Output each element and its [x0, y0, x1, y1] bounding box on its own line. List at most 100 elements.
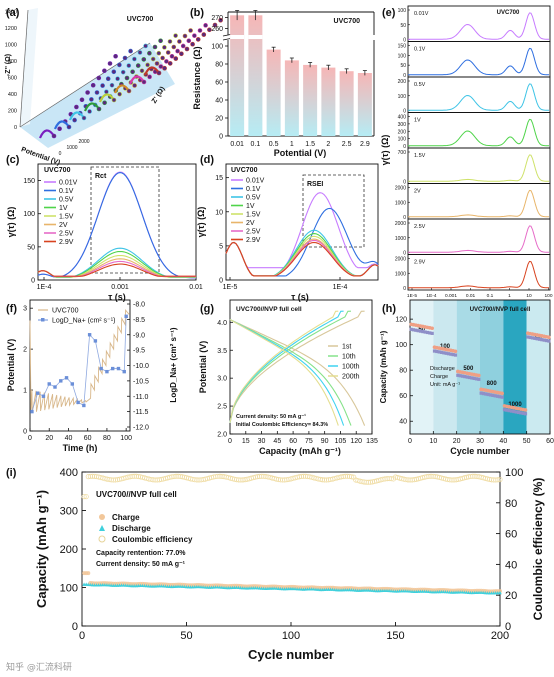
- charge-point: [477, 373, 481, 378]
- y-tick-label: 80: [215, 62, 223, 69]
- data-point: [169, 53, 175, 59]
- y-tick-label: 0: [23, 429, 27, 436]
- bar: [357, 73, 372, 136]
- x-tick-label: 30: [258, 438, 266, 445]
- data-point: [173, 56, 179, 61]
- x-tick-label: 30: [476, 438, 484, 445]
- panel-label-c: (c): [6, 154, 20, 166]
- y-axis-title: Capacity (mAh g⁻¹): [34, 490, 49, 608]
- series-line: [225, 241, 379, 277]
- discharge-point: [465, 375, 469, 379]
- logd-point: [41, 394, 46, 398]
- rate-band: [503, 300, 527, 434]
- x-tick-label: 50: [523, 438, 531, 445]
- data-point: [156, 70, 162, 76]
- y-tick-label: 100: [398, 137, 407, 143]
- y-tick-label: 100: [395, 342, 407, 349]
- legend-label: 1V: [59, 205, 68, 212]
- subplot-frame: [407, 5, 551, 42]
- discharge-point: [444, 351, 448, 355]
- axis-line: [19, 42, 151, 128]
- discharge-point: [521, 411, 525, 415]
- y-tick-label: 3: [23, 306, 27, 313]
- x-tick-label: 0.1: [251, 141, 261, 148]
- x-tick-label: 1: [290, 141, 294, 148]
- data-point: [182, 33, 188, 39]
- bar: [303, 64, 318, 136]
- data-point: [104, 89, 109, 95]
- y-tick-label: 5: [219, 243, 223, 250]
- logd-point: [76, 400, 80, 405]
- legend-marker: [99, 514, 105, 520]
- y2-tick-label: 20: [505, 590, 517, 602]
- y2-tick-label: -10.5: [133, 378, 149, 385]
- y-tick-label: 100: [398, 53, 407, 59]
- y-tick-label: 0: [403, 286, 406, 292]
- watermark: 知乎 @汇流科研: [6, 661, 72, 673]
- data-point: [90, 82, 96, 88]
- x-tick-label: 2: [326, 141, 330, 148]
- data-point: [111, 69, 117, 75]
- annotation-d: UVC700: [231, 167, 258, 174]
- legend-marker: [98, 535, 106, 543]
- y-tick-label: 1000: [395, 200, 406, 206]
- bar: [266, 49, 281, 136]
- discharge-point: [442, 351, 446, 355]
- subplot-label: 2.5V: [414, 224, 426, 230]
- y-tick-label: 2000: [395, 221, 406, 227]
- legend-label: 10th: [342, 354, 356, 361]
- y-tick-label: 4.0: [217, 320, 227, 327]
- rate-band: [480, 300, 504, 434]
- legend-label: 0.1V: [59, 188, 74, 195]
- note-text: Current density: 50 mA g⁻¹: [236, 413, 306, 420]
- discharge-point: [530, 336, 535, 340]
- x-tick-label: 1: [508, 293, 511, 299]
- y-tick-label: 0: [219, 134, 223, 141]
- discharge-point: [453, 353, 458, 357]
- data-point: [150, 56, 156, 62]
- discharge-point: [512, 409, 516, 414]
- data-point: [66, 124, 72, 130]
- data-point: [105, 76, 111, 81]
- rate-label: 500: [463, 366, 474, 372]
- discharge-point: [456, 373, 460, 377]
- legend-label: 1.5V: [246, 212, 261, 219]
- x-tick-label: 0.1: [487, 293, 494, 299]
- data-point: [132, 56, 137, 62]
- bar: [230, 15, 245, 136]
- panel-label-g: (g): [200, 303, 214, 315]
- discharge-curve: [229, 319, 345, 426]
- panel-b: (b) 0 20 40 60 80 100 260 270 Resistance (Ω) Poten…: [190, 7, 378, 158]
- data-point: [94, 90, 100, 95]
- x-tick-label: 150: [386, 630, 404, 642]
- legend-label: Discharge: [112, 524, 151, 533]
- y2-axis-title: Coulombic efficiency (%): [531, 478, 545, 621]
- discharge-point: [498, 590, 502, 595]
- logd-point: [59, 379, 63, 383]
- x-tick-label: 100: [544, 293, 552, 299]
- highlight-box: [302, 174, 365, 248]
- y-tick-label: 0: [403, 109, 406, 115]
- data-point: [135, 63, 141, 68]
- y-tick-label: 0: [403, 144, 406, 150]
- y-tick-label: 150: [23, 178, 35, 185]
- y-tick-label: 270: [211, 15, 223, 22]
- data-point: [203, 23, 208, 28]
- data-point: [85, 90, 90, 95]
- box-label-sei: RSEI: [307, 181, 323, 188]
- series-line: [408, 225, 549, 253]
- y-tick-label: 400: [60, 467, 78, 479]
- rate-label: 800: [487, 381, 498, 387]
- y-tick-label: 2: [23, 347, 27, 354]
- legend-label: 0.01V: [59, 180, 78, 187]
- ce-point: [349, 474, 355, 480]
- discharge-point: [491, 393, 495, 397]
- y-tick-label: 2.0: [217, 432, 227, 439]
- x-tick-label: 60: [546, 438, 554, 445]
- x-tick-label: 135: [366, 438, 378, 445]
- discharge-point: [528, 335, 532, 340]
- rate-label: 100: [440, 344, 451, 350]
- logd-point: [110, 366, 115, 371]
- y-tick-label: 400: [8, 92, 17, 98]
